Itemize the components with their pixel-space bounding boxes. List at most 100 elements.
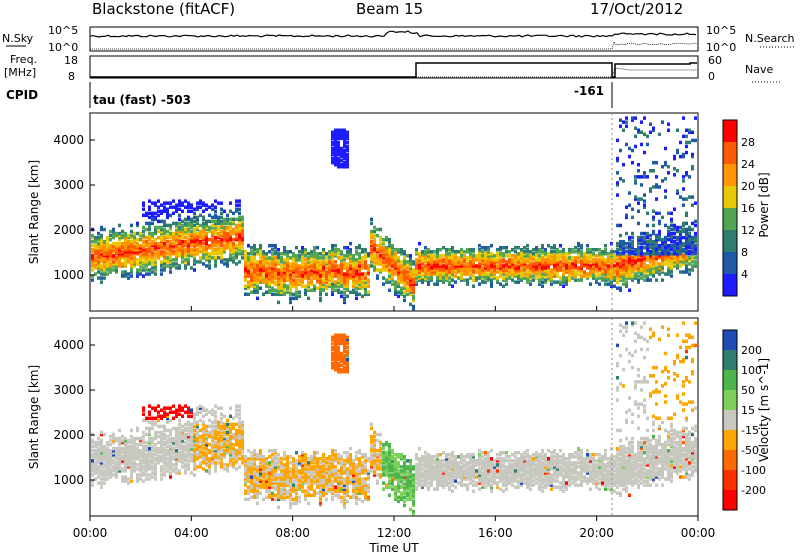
power-cell [409,302,412,307]
power-cell [673,235,676,240]
power-cell [583,274,586,278]
velocity-cell [220,416,223,421]
power-cell [328,256,331,260]
power-cell [652,231,655,236]
power-cell [526,264,529,268]
power-cell [430,260,433,264]
power-cell [418,278,421,282]
power-cell [688,233,691,238]
power-cell [643,241,646,246]
velocity-cell [277,487,280,491]
power-cell [313,270,316,274]
power-cell [235,237,238,242]
velocity-cell [277,493,280,497]
power-cell [136,243,139,248]
power-cell [157,209,160,214]
velocity-cell [118,457,121,461]
velocity-cell [121,477,124,481]
velocity-cell [235,414,238,419]
power-cell [178,264,181,268]
power-cell [412,284,415,288]
power-cell [694,231,697,236]
velocity-cell [184,457,187,461]
power-cell [652,229,655,234]
power-cell [334,154,337,159]
velocity-cell [202,428,205,433]
power-cell [640,258,643,262]
power-cell [481,245,484,250]
power-cell [274,270,277,274]
power-cell [331,268,334,272]
power-cell [370,233,373,238]
velocity-cell [268,487,271,491]
power-cell [445,250,448,254]
velocity-cell [271,461,274,465]
power-cell [574,264,577,268]
velocity-cell [274,465,277,469]
power-cell [190,219,193,224]
power-cell [178,235,181,240]
power-cell [325,252,328,256]
power-cell [325,260,328,264]
power-cell [124,274,127,278]
velocity-cell [241,461,244,465]
power-cell [517,256,520,260]
power-cell [586,276,589,280]
velocity-cell [94,457,97,461]
power-cell [316,254,319,258]
velocity-cell [241,457,244,461]
power-cell [523,250,526,254]
power-cell [304,264,307,268]
velocity-cell [187,459,190,463]
power-cell [370,217,373,222]
power-cell [394,286,397,290]
power-cell [538,266,541,270]
power-cell [532,256,535,260]
velocity-cell [217,438,220,443]
power-cell [340,264,343,268]
power-cell [103,270,106,274]
power-cell [394,268,397,272]
power-cell [688,250,691,254]
power-cell [343,154,346,159]
power-cell [403,286,406,290]
power-cell [457,262,460,266]
power-cell [424,278,427,282]
power-cell [352,260,355,264]
velocity-cell [115,450,118,455]
power-cell [445,256,448,260]
power-cell [634,272,637,276]
power-cell [130,250,133,254]
power-cell [115,233,118,238]
power-cell [256,284,259,288]
power-cell [595,278,598,282]
power-cell [574,262,577,266]
power-cell [319,276,322,280]
power-cell [412,270,415,274]
power-cell [289,298,292,303]
power-cell [280,264,283,268]
power-cell [223,219,226,224]
power-cell [625,284,628,288]
velocity-cell [145,459,148,463]
power-cell [691,195,694,199]
power-cell [370,239,373,244]
power-cell [157,250,160,254]
velocity-cell [172,416,175,421]
power-cell [364,284,367,288]
power-cell [424,266,427,270]
velocity-cell [175,434,178,439]
power-cell [547,262,550,266]
power-cell [163,254,166,258]
power-cell [661,252,664,256]
power-cell [334,272,337,276]
power-cell [184,260,187,264]
power-cell [301,272,304,276]
power-cell [268,266,271,270]
power-cell [421,268,424,272]
power-cell [520,276,523,280]
power-cell [580,268,583,272]
power-cell [295,284,298,288]
power-cell [100,233,103,238]
power-cell [433,262,436,266]
